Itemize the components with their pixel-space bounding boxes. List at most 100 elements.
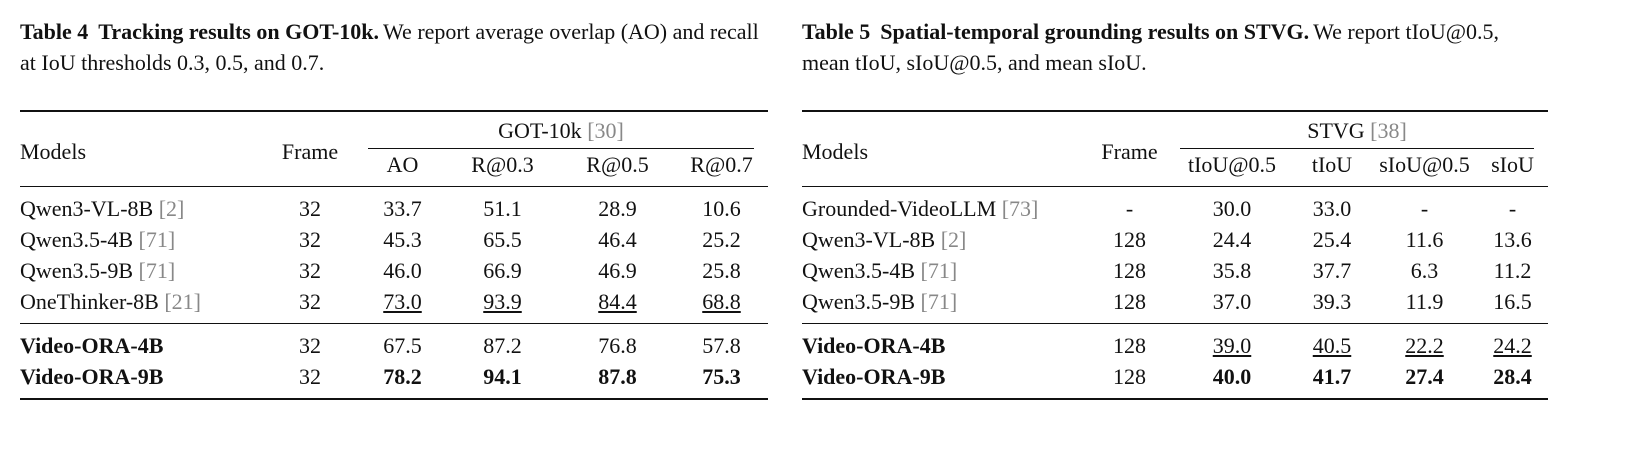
value: 39.3 xyxy=(1312,288,1352,314)
table-row: Video-ORA-4B 32 67.5 87.2 76.8 57.8 xyxy=(20,323,768,361)
value: 28.9 xyxy=(598,195,637,221)
value-cell: 57.8 xyxy=(675,323,768,361)
value-cell: 67.5 xyxy=(360,323,445,361)
value: 37.7 xyxy=(1312,257,1352,283)
value: 78.2 xyxy=(383,363,422,389)
value-cell: 39.3 xyxy=(1292,286,1372,324)
table-row: Qwen3.5-4B [71] 32 45.3 65.5 46.4 25.2 xyxy=(20,224,768,255)
value-cell: 39.0 xyxy=(1172,323,1292,361)
value-cell: 35.8 xyxy=(1172,255,1292,286)
caption-text: We report tIoU@0.5, mean tIoU, sIoU@0.5,… xyxy=(802,19,1500,75)
header-cell: R@0.5 xyxy=(586,151,649,177)
table-row: Qwen3.5-9B [71] 128 37.0 39.3 11.9 16.5 xyxy=(802,286,1548,324)
value: 41.7 xyxy=(1312,363,1352,389)
citation: [71] xyxy=(920,257,958,283)
value: 24.2 xyxy=(1493,332,1532,358)
value-cell: 28.9 xyxy=(560,187,675,225)
model-name: Qwen3-VL-8B xyxy=(802,226,936,252)
value: 40.0 xyxy=(1212,363,1252,389)
caption-title: Tracking results on GOT-10k. xyxy=(98,19,380,44)
value-cell: 32 xyxy=(260,361,360,399)
model-name: Video-ORA-4B xyxy=(20,332,164,358)
value: 11.6 xyxy=(1405,226,1444,252)
value: 73.0 xyxy=(383,288,422,314)
group-label: GOT-10k [30] xyxy=(368,118,754,149)
value-cell: 128 xyxy=(1087,323,1172,361)
value: 94.1 xyxy=(483,363,522,389)
caption-label: Table 4 xyxy=(20,19,89,44)
table-block: Table 4 Tracking results on GOT-10k. We re… xyxy=(20,16,768,400)
value-cell: 22.2 xyxy=(1372,323,1477,361)
value-cell: 6.3 xyxy=(1372,255,1477,286)
header-cell: sIoU@0.5 xyxy=(1379,151,1470,177)
value: 11.2 xyxy=(1493,257,1532,283)
table-row: Grounded-VideoLLM [73] - 30.0 33.0 - - xyxy=(802,187,1548,225)
header-cell: Models xyxy=(802,139,868,164)
group-name: GOT-10k xyxy=(498,118,582,143)
value-cell: 33.7 xyxy=(360,187,445,225)
header-row: Models Frame GOT-10k [30] xyxy=(20,111,768,164)
value: 37.0 xyxy=(1212,288,1252,314)
header-row: AO R@0.3 R@0.5 R@0.7 xyxy=(20,149,768,187)
value-cell: 84.4 xyxy=(560,286,675,324)
header-cell: Frame xyxy=(281,139,339,164)
value: 128 xyxy=(1113,257,1146,283)
model-name: Video-ORA-4B xyxy=(802,332,946,358)
value: 39.0 xyxy=(1212,332,1252,358)
value-cell: 128 xyxy=(1087,286,1172,324)
table-row: Video-ORA-4B 128 39.0 40.5 22.2 24.2 xyxy=(802,323,1549,361)
table-row: Video-ORA-9B 32 78.2 94.1 87.8 75.3 xyxy=(20,361,768,399)
value: 75.3 xyxy=(702,363,741,389)
table-row: OneThinker-8B [21] 32 73.0 93.9 84.4 68.8 xyxy=(20,286,768,324)
value: 35.8 xyxy=(1212,257,1252,283)
model-cell: Qwen3.5-4B [71] xyxy=(20,224,260,255)
header-group: GOT-10k [30] xyxy=(360,111,768,149)
value-cell: 30.0 xyxy=(1172,187,1292,225)
value: 40.5 xyxy=(1312,332,1352,358)
value-cell: 73.0 xyxy=(360,286,445,324)
model-name: Grounded-VideoLLM xyxy=(802,195,997,221)
value: 46.4 xyxy=(598,226,637,252)
caption-title: Spatial-temporal grounding results on ST… xyxy=(880,19,1310,44)
value: 10.6 xyxy=(702,195,741,221)
value-cell: 11.2 xyxy=(1477,255,1548,286)
model-cell: Video-ORA-9B xyxy=(802,361,1087,399)
citation: [71] xyxy=(138,226,176,252)
value-cell: - xyxy=(1087,187,1172,225)
caption-text: We report average overlap (AO) and recal… xyxy=(20,19,759,75)
value-cell: 41.7 xyxy=(1292,361,1372,399)
model-name: Qwen3.5-9B xyxy=(802,288,916,314)
value-cell: 46.0 xyxy=(360,255,445,286)
citation: [71] xyxy=(138,257,176,283)
value-cell: 46.9 xyxy=(560,255,675,286)
value: 93.9 xyxy=(483,288,522,314)
value: 6.3 xyxy=(1410,257,1439,283)
table: Models Frame GOT-10k [30] AO R@0.3 R@0.5 R@0.7… xyxy=(20,110,768,400)
value: 87.8 xyxy=(598,363,637,389)
value: 13.6 xyxy=(1493,226,1532,252)
value-cell: 128 xyxy=(1087,361,1172,399)
value-cell: 65.5 xyxy=(445,224,560,255)
table-row: Qwen3.5-9B [71] 32 46.0 66.9 46.9 25.8 xyxy=(20,255,768,286)
value-cell: 76.8 xyxy=(560,323,675,361)
model-name: Video-ORA-9B xyxy=(802,363,946,389)
model-cell: Qwen3.5-4B [71] xyxy=(802,255,1087,286)
value-cell: 87.8 xyxy=(560,361,675,399)
value: - xyxy=(1508,195,1517,221)
value: 66.9 xyxy=(483,257,522,283)
value-cell: 66.9 xyxy=(445,255,560,286)
value-cell: 75.3 xyxy=(675,361,768,399)
value-cell: 78.2 xyxy=(360,361,445,399)
citation: [21] xyxy=(164,288,202,314)
model-cell: Qwen3-VL-8B [2] xyxy=(802,224,1087,255)
value-cell: - xyxy=(1372,187,1477,225)
value: 30.0 xyxy=(1212,195,1252,221)
value-cell: 32 xyxy=(260,255,360,286)
citation: [71] xyxy=(920,288,958,314)
value-cell: 24.2 xyxy=(1477,323,1549,361)
value: 32 xyxy=(299,226,321,252)
table-row: Video-ORA-9B 128 40.0 41.7 27.4 28.4 xyxy=(802,361,1548,399)
value: 32 xyxy=(299,363,321,389)
value: 16.5 xyxy=(1493,288,1532,314)
